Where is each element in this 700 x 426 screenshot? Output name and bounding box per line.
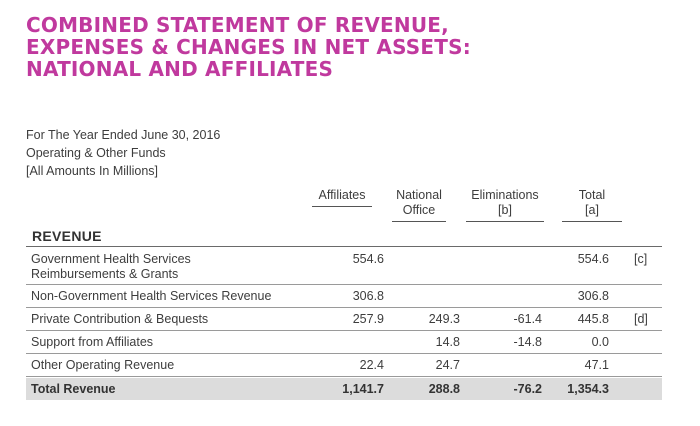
- cell-affiliates: 257.9: [352, 312, 384, 326]
- cell-national: 24.7: [435, 358, 460, 372]
- cell-total: 554.6: [577, 252, 609, 266]
- row-label: Private Contribution & Bequests: [31, 312, 209, 326]
- section-header-revenue: REVENUE: [26, 226, 662, 247]
- total-row: Total Revenue 1,141.7 288.8 -76.2 1,354.…: [26, 378, 662, 400]
- cell-note: [d]: [634, 312, 648, 326]
- cell-affiliates: 22.4: [359, 358, 384, 372]
- page-title: COMBINED STATEMENT OF REVENUE, EXPENSES …: [26, 14, 486, 80]
- cell-total: 306.8: [577, 289, 609, 303]
- total-label: Total Revenue: [31, 382, 116, 396]
- row-label: Other Operating Revenue: [31, 358, 175, 372]
- table-row: Private Contribution & Bequests 257.9 24…: [26, 308, 662, 331]
- column-header-national-line-1: National: [396, 188, 442, 202]
- total-total: 1,354.3: [567, 382, 609, 396]
- cell-national: 14.8: [435, 335, 460, 349]
- cell-affiliates: 554.6: [352, 252, 384, 266]
- column-header-eliminations-line-2: [b]: [498, 203, 512, 217]
- title-line-2: EXPENSES & CHANGES IN NET ASSETS:: [26, 35, 471, 59]
- cell-affiliates: 306.8: [352, 289, 384, 303]
- column-header-affiliates-line-1: Affiliates: [318, 188, 366, 202]
- row-label-line: Reimbursements & Grants: [31, 267, 179, 281]
- cell-eliminations: -14.8: [513, 335, 543, 349]
- column-header-national: National Office: [392, 188, 446, 222]
- cell-national: 249.3: [428, 312, 460, 326]
- column-header-total-line-1: Total: [578, 188, 606, 202]
- units-text: [All Amounts In Millions]: [26, 164, 158, 178]
- title-line-3: NATIONAL AND AFFILIATES: [26, 57, 334, 81]
- column-header-total: Total [a]: [562, 188, 622, 222]
- column-header-eliminations-line-1: Eliminations: [471, 188, 539, 202]
- section-title: REVENUE: [32, 228, 102, 244]
- cell-note: [c]: [634, 252, 648, 266]
- statement-meta: For The Year Ended June 30, 2016 Operati…: [26, 126, 220, 180]
- column-header-national-line-2: Office: [402, 203, 436, 217]
- row-label: Non-Government Health Services Revenue: [31, 289, 272, 303]
- table-row: Other Operating Revenue 22.4 24.7 47.1: [26, 354, 662, 377]
- period-text: For The Year Ended June 30, 2016: [26, 128, 221, 142]
- cell-total: 445.8: [577, 312, 609, 326]
- total-national: 288.8: [428, 382, 460, 396]
- row-label: Support from Affiliates: [31, 335, 154, 349]
- column-header-total-line-2: [a]: [585, 203, 599, 217]
- column-header-affiliates: Affiliates: [312, 188, 372, 207]
- funds-text: Operating & Other Funds: [26, 146, 166, 160]
- table-row: Support from Affiliates 14.8 -14.8 0.0: [26, 331, 662, 354]
- row-label: Government Health Services Reimbursement…: [31, 252, 191, 282]
- cell-total: 0.0: [591, 335, 609, 349]
- table-row: Non-Government Health Services Revenue 3…: [26, 285, 662, 308]
- cell-eliminations: -61.4: [513, 312, 543, 326]
- cell-total: 47.1: [584, 358, 609, 372]
- title-line-1: COMBINED STATEMENT OF REVENUE,: [26, 13, 449, 37]
- column-header-eliminations: Eliminations [b]: [466, 188, 544, 222]
- total-affiliates: 1,141.7: [342, 382, 384, 396]
- total-eliminations: -76.2: [513, 382, 543, 396]
- table-row: Government Health Services Reimbursement…: [26, 247, 662, 285]
- row-label-line: Government Health Services: [31, 252, 191, 266]
